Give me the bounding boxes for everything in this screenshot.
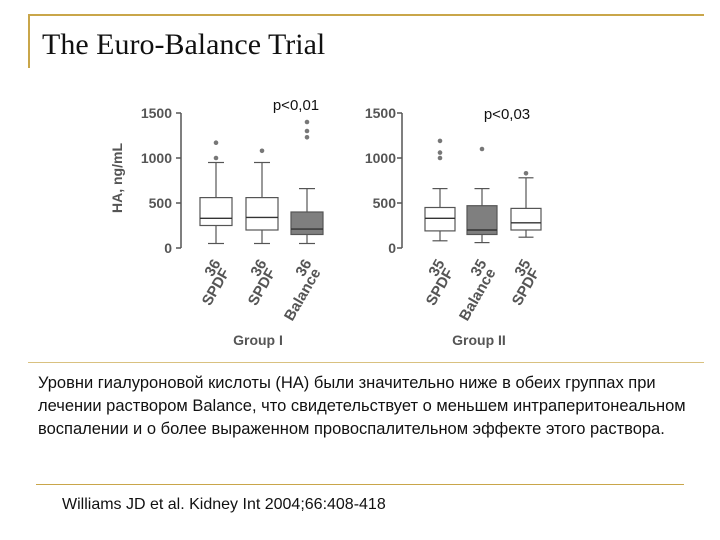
box-iqr [424, 206, 456, 232]
box-n-label: 36 [247, 257, 270, 280]
bottom-rule [36, 484, 684, 485]
group-label: Group I [233, 332, 283, 348]
top-rule [28, 14, 704, 16]
outlier-point [259, 148, 265, 154]
y-tick-label: 0 [164, 240, 172, 256]
box-iqr [199, 197, 233, 227]
caption-text: Уровни гиалуроновой кислоты (HA) были зн… [38, 374, 686, 438]
box-n-label: 35 [467, 257, 490, 280]
group-label: Group II [452, 332, 506, 348]
y-tick-label: 1000 [141, 150, 172, 166]
box-iqr [245, 197, 279, 231]
outlier-point [213, 155, 219, 161]
left-rule [28, 14, 30, 68]
outlier-point [437, 155, 443, 161]
y-tick-label: 1000 [365, 150, 396, 166]
outlier-point [523, 171, 529, 176]
box-n-label: 36 [201, 257, 224, 280]
p-value-label: p<0,03 [484, 106, 530, 123]
box-n-label: 35 [511, 257, 534, 280]
box-iqr [290, 211, 324, 236]
outlier-point [304, 128, 310, 134]
slide-title: The Euro-Balance Trial [42, 28, 326, 61]
box-iqr [510, 207, 542, 231]
citation: Williams JD et al. Kidney Int 2004;66:40… [62, 496, 386, 513]
outlier-point [437, 138, 443, 144]
y-tick-label: 1500 [141, 105, 172, 121]
y-axis-title: HA, ng/mL [109, 143, 125, 213]
box-n-label: 35 [425, 257, 448, 280]
y-tick-label: 0 [388, 240, 396, 256]
y-tick-label: 500 [149, 195, 173, 211]
y-tick-label: 1500 [365, 105, 396, 121]
outlier-point [437, 150, 443, 155]
box-n-label: 36 [292, 257, 315, 280]
outlier-point [304, 119, 310, 125]
outlier-point [479, 146, 485, 152]
outlier-point [213, 140, 219, 145]
middle-rule [28, 362, 704, 363]
p-value-label: p<0,01 [273, 97, 319, 114]
outlier-point [304, 135, 310, 140]
y-tick-label: 500 [373, 195, 397, 211]
